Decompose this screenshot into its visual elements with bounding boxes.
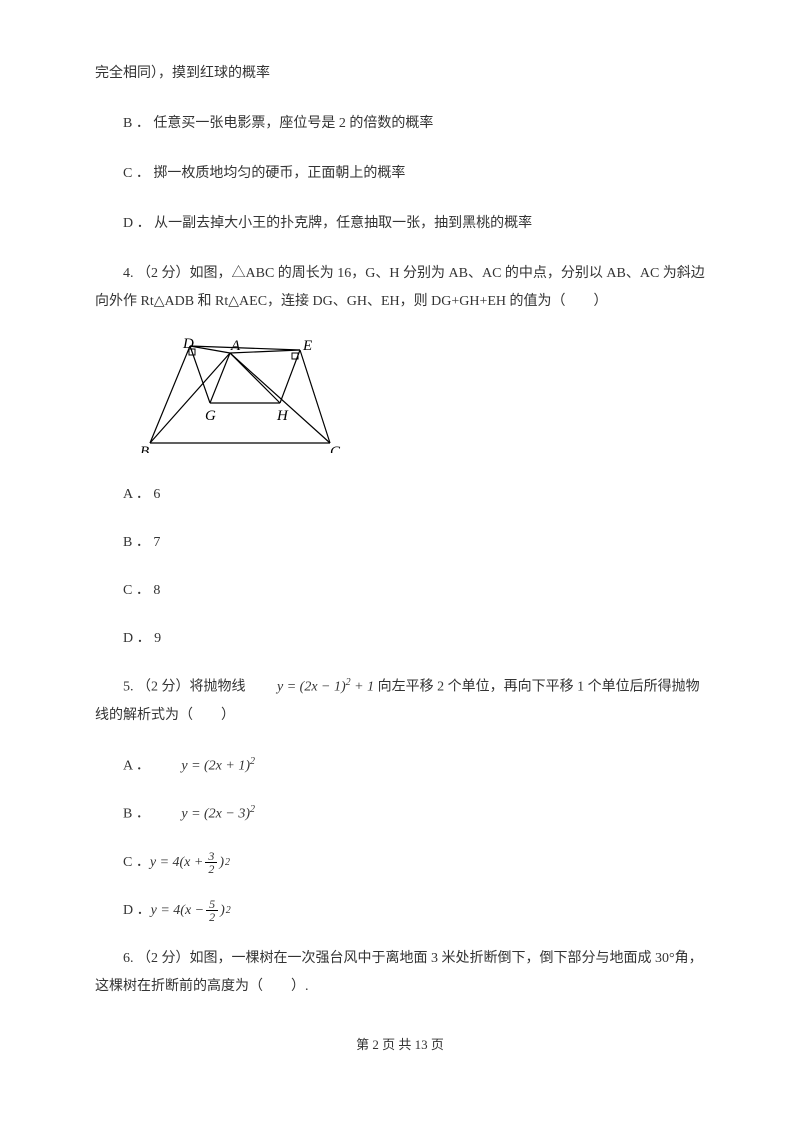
q5-option-a: A ． y = (2x + 1)2 [95,752,705,781]
text: D ． 从一副去掉大小王的扑克牌，任意抽取一张，抽到黑桃的概率 [123,216,532,231]
page-footer: 第 2 页 共 13 页 [95,1035,705,1056]
svg-text:B: B [140,444,149,453]
svg-text:C: C [330,444,341,453]
question-5-stem: 5. （2 分）将抛物线 y = (2x − 1)2 + 1 向左平移 2 个单… [95,673,705,730]
q5-b-formula: y = (2x − 3)2 [153,800,255,829]
q5-option-b: B ． y = (2x − 3)2 [95,800,705,829]
svg-text:A: A [230,338,241,354]
text: 4. （2 分）如图，△ABC 的周长为 16，G、H 分别为 AB、AC 的中… [95,266,705,309]
svg-text:E: E [302,338,312,354]
prefix: B ． [123,807,153,822]
svg-text:D: D [182,338,194,352]
q5-option-c: C ． y = 4(x + 32)2 [95,849,705,877]
svg-text:G: G [205,408,216,424]
question-4-diagram: B C A D E G H [135,338,705,453]
question-4-stem: 4. （2 分）如图，△ABC 的周长为 16，G、H 分别为 AB、AC 的中… [95,260,705,316]
text: C ． 掷一枚质地均匀的硬币，正面朝上的概率 [123,166,405,181]
text: B ． 任意买一张电影票，座位号是 2 的倍数的概率 [123,116,433,131]
q4-option-d: D ． 9 [95,625,705,653]
text: B ． 7 [123,535,160,550]
q5-d-formula: y = 4(x − 52)2 [151,897,231,925]
prev-question-continuation: 完全相同），摸到红球的概率 [95,60,705,88]
q5-a-formula: y = (2x + 1)2 [153,752,255,781]
question-6-stem: 6. （2 分）如图，一棵树在一次强台风中于离地面 3 米处折断倒下，倒下部分与… [95,945,705,1001]
q5-c-formula: y = 4(x + 32)2 [150,849,230,877]
text: D ． 9 [123,631,161,646]
text: A ． 6 [123,487,160,502]
svg-text:H: H [276,408,289,424]
prev-option-c: C ． 掷一枚质地均匀的硬币，正面朝上的概率 [95,160,705,188]
prefix: D ． [123,897,151,925]
triangle-diagram-svg: B C A D E G H [135,338,345,453]
q5-pre: 5. （2 分）将抛物线 [123,680,249,695]
text: 6. （2 分）如图，一棵树在一次强台风中于离地面 3 米处折断倒下，倒下部分与… [95,951,703,994]
prev-option-b: B ． 任意买一张电影票，座位号是 2 的倍数的概率 [95,110,705,138]
q5-option-d: D ． y = 4(x − 52)2 [95,897,705,925]
text: C ． 8 [123,583,160,598]
prefix: C ． [123,849,150,877]
prev-option-d: D ． 从一副去掉大小王的扑克牌，任意抽取一张，抽到黑桃的概率 [95,210,705,238]
text: 完全相同），摸到红球的概率 [95,66,270,81]
q4-option-c: C ． 8 [95,577,705,605]
prefix: A ． [123,758,153,773]
footer-text: 第 2 页 共 13 页 [356,1037,444,1052]
q4-option-a: A ． 6 [95,481,705,509]
q4-option-b: B ． 7 [95,529,705,557]
q5-main-formula: y = (2x − 1)2 + 1 [249,673,374,702]
